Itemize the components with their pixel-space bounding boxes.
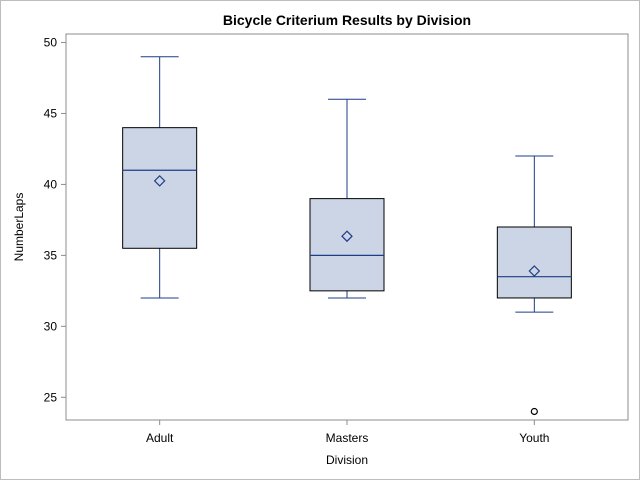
y-tick-label: 50 — [44, 36, 58, 50]
y-tick-label: 40 — [44, 177, 58, 191]
mean-marker — [341, 230, 353, 243]
box-adult — [122, 56, 198, 299]
x-tick-label: Adult — [146, 431, 174, 445]
x-tick-label: Masters — [326, 431, 369, 445]
y-tick-label: 25 — [44, 390, 58, 404]
y-axis-label: NumberLaps — [12, 193, 26, 262]
outlier-point — [530, 407, 538, 416]
iqr-box — [496, 226, 572, 299]
x-axis: Adult Masters Youth — [146, 420, 549, 445]
x-tick-label: Youth — [519, 431, 549, 445]
y-tick-label: 35 — [44, 248, 58, 262]
box-series — [122, 56, 572, 416]
iqr-box — [122, 127, 198, 249]
x-axis-label: Division — [326, 453, 368, 467]
chart-title: Bicycle Criterium Results by Division — [223, 12, 471, 28]
iqr-box — [309, 198, 385, 292]
box-masters — [309, 98, 385, 299]
box-youth — [496, 155, 572, 416]
y-tick-label: 45 — [44, 106, 58, 120]
mean-marker — [528, 265, 541, 277]
y-tick-label: 30 — [44, 319, 58, 333]
mean-marker — [153, 175, 166, 187]
y-axis: 25 30 35 40 45 50 — [44, 36, 66, 404]
